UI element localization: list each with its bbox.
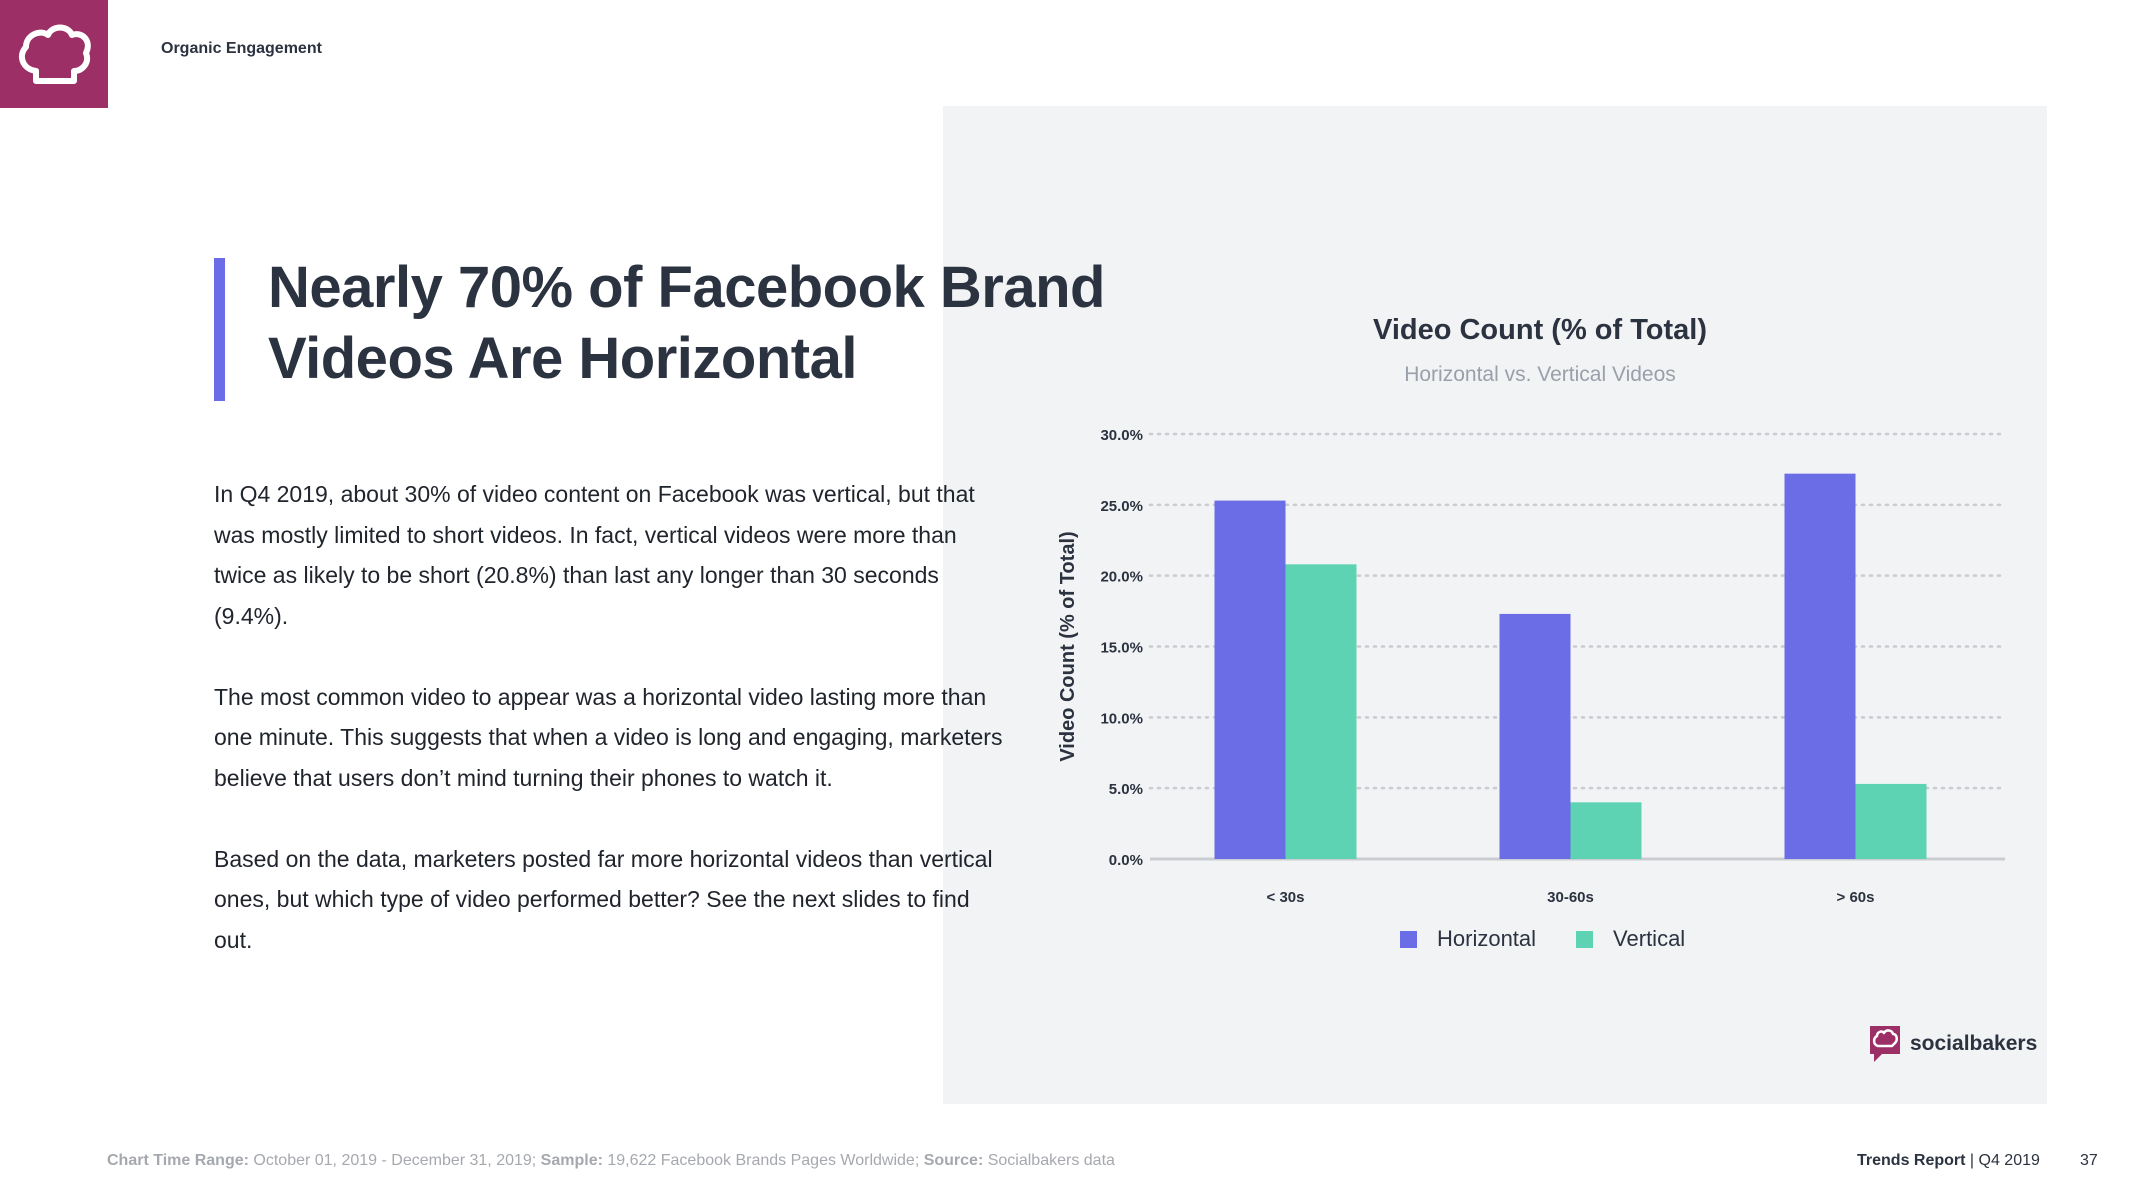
footer-value-sample: 19,622 Facebook Brands Pages Worldwide;	[602, 1152, 920, 1169]
footer-report-name: Trends Report	[1857, 1152, 1966, 1169]
bar-vertical	[1855, 783, 1927, 859]
legend-swatch-horizontal	[1400, 930, 1417, 948]
header-logo	[0, 0, 108, 108]
paragraph-1: In Q4 2019, about 30% of video content o…	[214, 481, 975, 629]
section-title: Organic Engagement	[161, 40, 322, 57]
bar-horizontal	[1784, 473, 1856, 859]
paragraph-2: The most common video to appear was a ho…	[214, 683, 1003, 791]
y-tick-label: 30.0%	[1100, 427, 1143, 444]
y-tick-label: 25.0%	[1100, 498, 1143, 515]
legend-item-vertical: Vertical	[1576, 926, 1685, 952]
y-tick-label: 0.0%	[1109, 852, 1143, 869]
bar-horizontal	[1214, 500, 1286, 859]
legend-swatch-vertical	[1576, 930, 1594, 948]
chart-legend: Horizontal Vertical	[1400, 926, 1725, 952]
y-tick-label: 5.0%	[1109, 781, 1143, 798]
chart-subtitle: Horizontal vs. Vertical Videos	[1404, 363, 1676, 386]
brand-name: socialbakers	[1910, 1032, 2038, 1055]
footer-report-period: | Q4 2019	[1965, 1152, 2040, 1169]
footer-report: Trends Report | Q4 2019	[1857, 1152, 2040, 1170]
footer-source-note: Chart Time Range: October 01, 2019 - Dec…	[107, 1152, 1115, 1170]
page-number: 37	[2080, 1152, 2098, 1169]
y-tick-label: 10.0%	[1100, 710, 1143, 727]
footer-value-time-range: October 01, 2019 - December 31, 2019;	[248, 1152, 537, 1169]
x-tick-label: < 30s	[1267, 889, 1305, 906]
page-title: Nearly 70% of Facebook Brand Videos Are …	[268, 252, 1128, 394]
x-tick-label: > 60s	[1837, 889, 1875, 906]
chart-panel	[943, 106, 2047, 1104]
legend-item-horizontal: Horizontal	[1400, 926, 1536, 952]
socialbakers-logo-icon	[1870, 1026, 1900, 1062]
headline-accent-bar	[214, 258, 225, 401]
chef-hat-icon	[18, 24, 91, 84]
footer-label-source: Source:	[919, 1152, 984, 1169]
footer-label-sample: Sample:	[536, 1152, 603, 1169]
y-tick-label: 20.0%	[1100, 569, 1143, 586]
y-tick-label: 15.0%	[1100, 640, 1143, 657]
bar-vertical	[1285, 564, 1357, 859]
bar-horizontal	[1499, 613, 1571, 859]
socialbakers-brand: socialbakers	[1868, 1024, 2037, 1064]
paragraph-3: Based on the data, marketers posted far …	[214, 845, 993, 953]
chart-title: Video Count (% of Total)	[1373, 314, 1707, 346]
bar-vertical	[1570, 802, 1642, 859]
footer-label-time-range: Chart Time Range:	[107, 1152, 249, 1169]
body-text: In Q4 2019, about 30% of video content o…	[214, 474, 1014, 1001]
title-line-2: Videos Are Horizontal	[268, 326, 857, 391]
y-axis-label: Video Count (% of Total)	[1057, 531, 1079, 761]
title-line-1: Nearly 70% of Facebook Brand	[268, 255, 1105, 320]
x-tick-label: 30-60s	[1547, 889, 1594, 906]
legend-label-horizontal: Horizontal	[1437, 926, 1537, 951]
legend-label-vertical: Vertical	[1613, 926, 1686, 951]
footer-value-source: Socialbakers data	[983, 1152, 1115, 1169]
